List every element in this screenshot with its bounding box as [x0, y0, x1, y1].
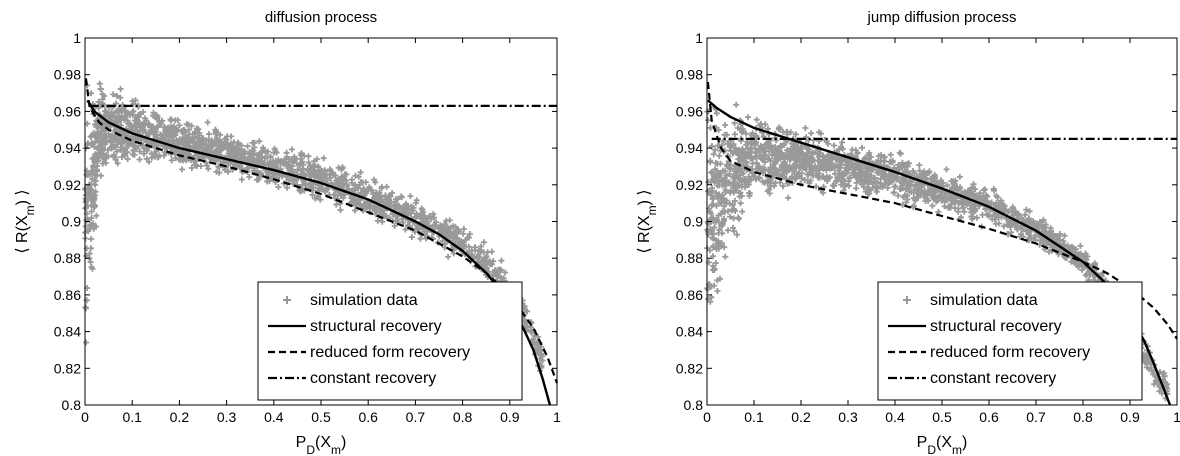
x-tick-label: 0.2: [791, 409, 811, 425]
x-tick-label: 0: [703, 409, 711, 425]
x-tick-label: 0.4: [885, 409, 905, 425]
x-tick-label: 0.3: [838, 409, 858, 425]
y-tick-label: 0.94: [676, 140, 703, 156]
structural-recovery-line: [86, 99, 552, 406]
x-tick-label: 0.7: [1026, 409, 1046, 425]
x-ticks: 0 0.1 0.2 0.3 0.4 0.5 0.6 0.7 0.8 0.9 1: [703, 38, 1180, 425]
y-axis-label: ⟨ R(Xm) ⟩: [636, 189, 659, 253]
y-tick-label: 0.9: [684, 214, 704, 230]
x-tick-label: 0.1: [122, 409, 142, 425]
y-tick-label: 0.98: [54, 67, 81, 83]
legend-label: constant recovery: [930, 370, 1056, 387]
y-axis-label: ⟨ R(Xm) ⟩: [14, 189, 37, 253]
x-tick-label: 0.2: [170, 409, 190, 425]
legend-label: reduced form recovery: [930, 344, 1090, 361]
y-tick-label: 0.8: [684, 397, 704, 413]
x-tick-label: 1: [1173, 409, 1180, 425]
chart-title: diffusion process: [265, 9, 377, 26]
x-tick-label: 0.5: [311, 409, 331, 425]
x-tick-label: 0: [81, 409, 89, 425]
reduced-form-recovery-line: [706, 81, 1178, 340]
x-tick-label: 0.8: [453, 409, 473, 425]
x-axis-label: PD(Xm): [917, 434, 968, 456]
y-tick-label: 0.82: [676, 360, 703, 376]
chart-title: jump diffusion process: [867, 9, 1017, 26]
y-tick-label: 0.84: [54, 324, 81, 340]
y-tick-label: 0.86: [676, 287, 703, 303]
legend-marker: [283, 296, 291, 304]
legend-box: [877, 281, 1143, 401]
x-tick-label: 1: [553, 409, 561, 425]
x-tick-label: 0.5: [932, 409, 952, 425]
y-ticks: 0.8 0.82 0.84 0.86 0.88 0.9 0.92 0.94 0.96 0.98 1: [54, 30, 557, 413]
y-tick-label: 0.86: [54, 287, 81, 303]
plot-border: [706, 37, 1178, 406]
y-tick-label: 0.98: [676, 67, 703, 83]
y-tick-label: 0.96: [676, 103, 703, 119]
y-tick-label: 0.96: [54, 103, 81, 119]
x-tick-label: 0.9: [500, 409, 520, 425]
y-tick-label: 1: [695, 30, 703, 46]
y-tick-label: 0.92: [54, 177, 81, 193]
legend-marker: [903, 296, 911, 304]
plot-border: [84, 37, 558, 406]
x-tick-label: 0.1: [744, 409, 764, 425]
chart-jump-diffusion: 0 0.1 0.2 0.3 0.4 0.5 0.6 0.7 0.8 0.9 1 0.80.820.8…: [636, 9, 1180, 456]
y-tick-label: 0.84: [676, 324, 703, 340]
x-tick-label: 0.9: [1120, 409, 1140, 425]
structural-recovery-line: [707, 99, 1172, 406]
y-ticks: 0.8 0.82 0.84 0.86 0.88 0.9 0.92 0.94 0.96 0.98 1: [676, 30, 1177, 413]
x-axis-label: PD(Xm): [296, 434, 347, 456]
x-tick-label: 0.4: [264, 409, 284, 425]
legend-label: simulation data: [310, 292, 418, 309]
y-tick-label: 0.8: [62, 397, 82, 413]
y-tick-label: 0.82: [54, 360, 81, 376]
legend-label: structural recovery: [930, 318, 1062, 335]
y-tick-label: 1: [73, 30, 81, 46]
legend-label: reduced form recovery: [310, 344, 470, 361]
y-tick-label: 0.9: [62, 214, 82, 230]
x-tick-label: 0.6: [979, 409, 999, 425]
legend: simulation data structural recovery reduce…: [877, 281, 1143, 401]
y-tick-label: 0.94: [54, 140, 81, 156]
x-ticks: 0 0.1 0.2 0.3 0.4 0.5 0.6 0.7 0.8 0.9 1: [81, 38, 561, 425]
legend-label: structural recovery: [310, 318, 442, 335]
y-tick-label: 0.88: [54, 250, 81, 266]
chart-diffusion: 0 0.1 0.2 0.3 0.4 0.5 0.6 0.7 0.8 0.9 1 0.80.820.8…: [14, 9, 561, 456]
y-tick-label: 0.92: [676, 177, 703, 193]
y-tick-label: 0.88: [676, 250, 703, 266]
x-tick-label: 0.7: [406, 409, 426, 425]
legend-label: constant recovery: [310, 370, 436, 387]
x-tick-label: 0.6: [358, 409, 378, 425]
legend-box: [257, 281, 523, 401]
legend: simulation data structural recovery reduce…: [257, 281, 523, 401]
lines-layer: [706, 81, 1178, 406]
x-tick-label: 0.3: [217, 409, 237, 425]
x-tick-label: 0.8: [1073, 409, 1093, 425]
legend-label: simulation data: [930, 292, 1038, 309]
